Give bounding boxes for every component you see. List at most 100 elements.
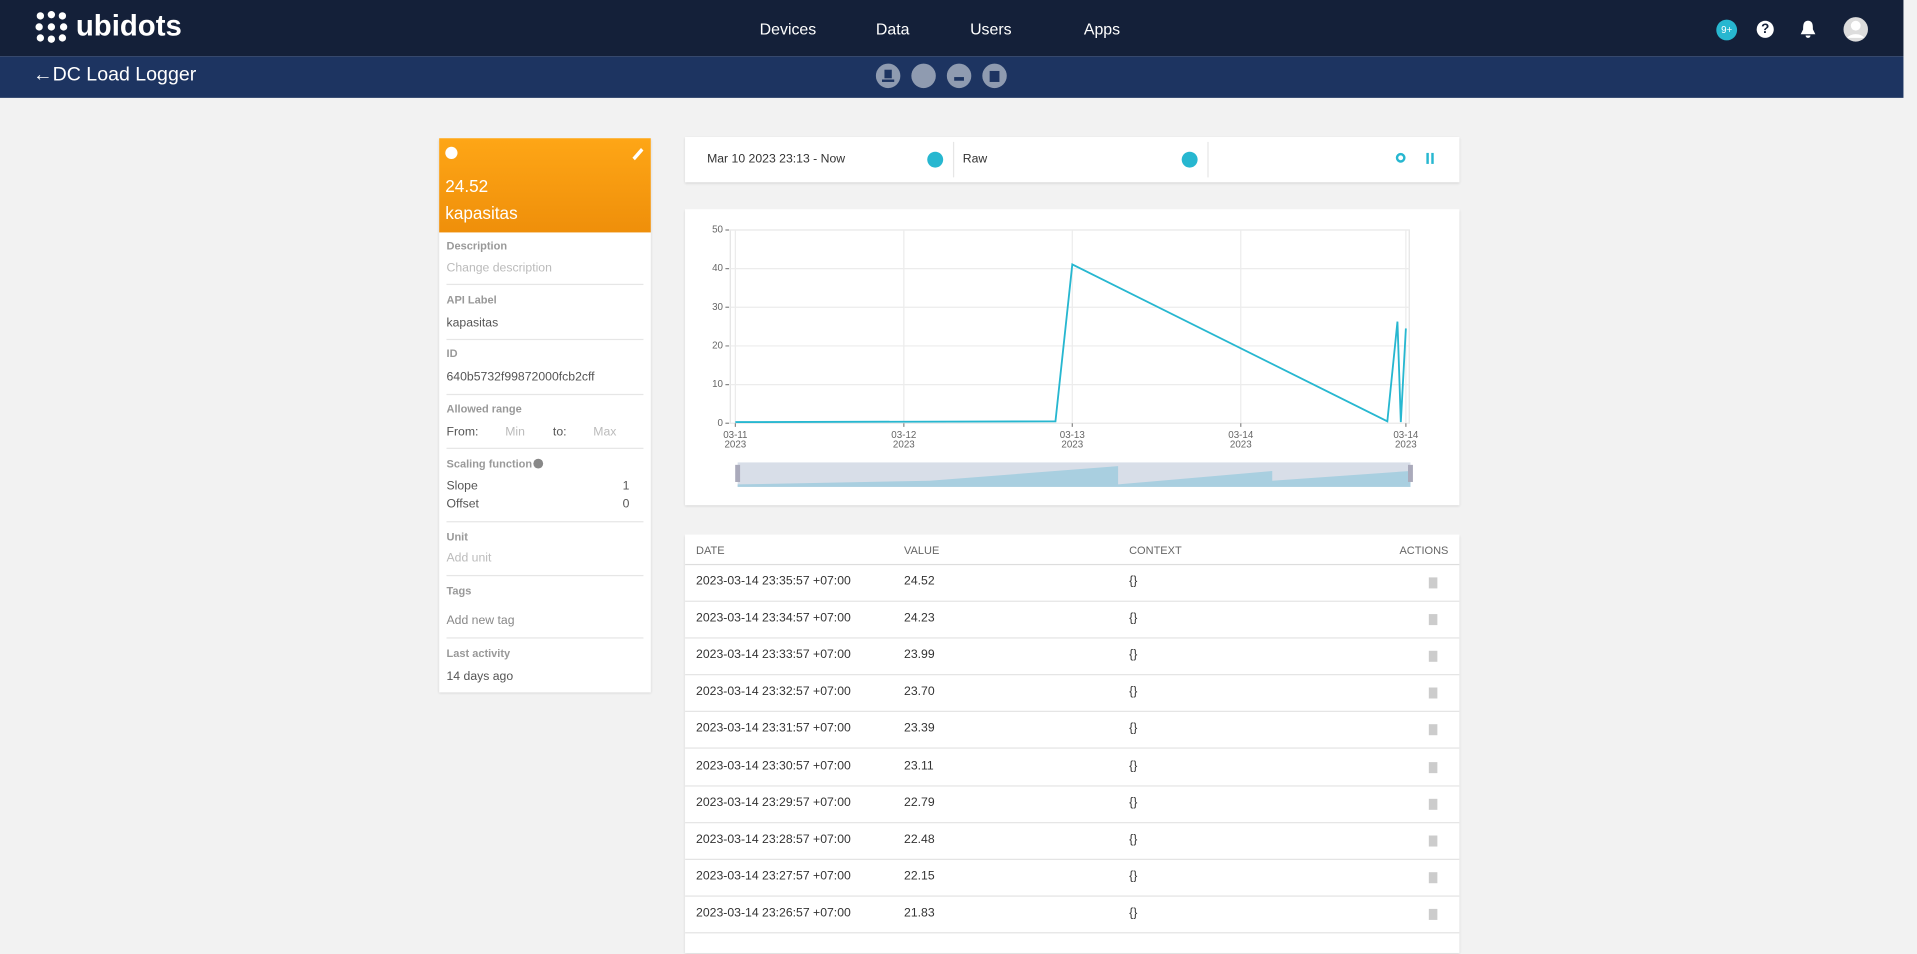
table-cell: 2023-03-14 23:35:57 +07:00	[696, 574, 851, 589]
nav-users[interactable]: Users	[970, 19, 1012, 38]
field-label: ID	[446, 347, 458, 360]
divider	[952, 141, 955, 178]
field-value[interactable]: Add new tag	[446, 614, 515, 628]
offset-value: 0	[622, 497, 630, 512]
range-slider-preview	[737, 466, 1411, 487]
info-icon[interactable]	[533, 458, 544, 469]
range-label: Allowed range	[446, 402, 522, 415]
delete-icon[interactable]	[1428, 871, 1438, 883]
pause-icon[interactable]	[1426, 152, 1434, 164]
nav-devices[interactable]: Devices	[759, 19, 817, 38]
field-label: Last activity	[446, 647, 511, 660]
row-separator	[685, 674, 1460, 676]
row-separator	[685, 821, 1460, 823]
bell-icon[interactable]	[1799, 20, 1816, 40]
y-tick-label: 0	[718, 418, 724, 429]
logo-text: ubidots	[75, 9, 182, 43]
table-cell: {}	[1129, 611, 1138, 626]
row-separator	[685, 784, 1460, 786]
table-cell: {}	[1129, 869, 1138, 883]
field-value: 640b5732f99872000fcb2cff	[446, 370, 595, 385]
field-value[interactable]: Add unit	[446, 551, 492, 566]
field-value[interactable]: Change description	[446, 261, 552, 276]
delete-icon[interactable]	[1428, 908, 1438, 920]
avatar[interactable]	[1842, 16, 1869, 43]
delete-icon[interactable]	[1428, 835, 1438, 847]
y-tick-label: 50	[712, 225, 723, 236]
x-tick-label: 03-11 2023	[723, 429, 748, 451]
delete-icon[interactable]	[1428, 798, 1438, 810]
table-cell: 23.99	[904, 648, 935, 663]
device-title: DC Load Logger	[52, 64, 197, 86]
slider-handle[interactable]	[1408, 464, 1413, 482]
field-label: Tags	[446, 584, 472, 597]
refresh-icon[interactable]	[1395, 152, 1406, 163]
table-cell: 2023-03-14 23:30:57 +07:00	[696, 759, 851, 773]
help-icon[interactable]: ?	[1756, 20, 1774, 38]
range-from: From:	[446, 425, 479, 440]
back-arrow[interactable]: ←	[33, 64, 53, 86]
delete-icon[interactable]	[1428, 687, 1438, 699]
variable-name: kapasitas	[445, 203, 518, 223]
row-separator	[685, 858, 1460, 860]
row-separator	[685, 563, 1460, 566]
table-cell: {}	[1129, 722, 1138, 736]
variable-card: 24.52 kapasitas Description Change descr…	[439, 138, 651, 693]
range-min[interactable]: Min	[505, 425, 525, 440]
nav-data[interactable]: Data	[875, 19, 910, 38]
slope-label: Slope	[446, 479, 478, 493]
dropdown-icon[interactable]	[1181, 151, 1198, 168]
table-cell: 2023-03-14 23:31:57 +07:00	[696, 722, 851, 736]
toolbar-icons[interactable]	[873, 62, 1010, 91]
delete-icon[interactable]	[1428, 614, 1438, 626]
separator	[446, 447, 644, 449]
x-tick-label: 03-14 2023	[1228, 429, 1254, 451]
y-tick-label: 10	[712, 379, 723, 390]
table-cell: {}	[1129, 906, 1138, 920]
separator	[446, 338, 644, 341]
chart: 0 10 20 30 40 50	[712, 225, 1413, 487]
row-separator	[685, 895, 1460, 897]
table-cell: 24.52	[904, 574, 935, 589]
table-header: DATE	[696, 544, 725, 557]
table-cell: 2023-03-14 23:33:57 +07:00	[696, 648, 851, 663]
delete-icon[interactable]	[1428, 651, 1438, 663]
separator	[446, 283, 644, 286]
aggregation[interactable]: Raw	[962, 152, 988, 167]
data-line	[735, 262, 1407, 424]
header-icons[interactable]	[444, 144, 646, 161]
last-value: 24.52	[445, 176, 489, 196]
delete-icon[interactable]	[1428, 761, 1438, 773]
table-cell: 2023-03-14 23:32:57 +07:00	[696, 685, 851, 699]
table-cell: 2023-03-14 23:34:57 +07:00	[696, 611, 851, 626]
delete-icon[interactable]	[1428, 724, 1438, 736]
x-tick-label: 03-14 2023	[1393, 429, 1419, 451]
field-label: Unit	[446, 530, 468, 544]
table-cell: 23.11	[904, 759, 934, 773]
table-cell: 21.83	[904, 906, 935, 920]
slope-value: 1	[622, 479, 630, 493]
nav-apps[interactable]: Apps	[1083, 19, 1121, 38]
table-cell: 2023-03-14 23:29:57 +07:00	[696, 795, 851, 810]
range-max[interactable]: Max	[593, 425, 617, 440]
row-separator	[685, 711, 1460, 713]
date-range[interactable]: Mar 10 2023 23:13 - Now	[707, 152, 846, 167]
table-cell: 23.39	[904, 722, 935, 736]
plot-frame	[729, 229, 1410, 424]
y-tick-label: 40	[712, 263, 723, 274]
scaling-label: Scaling function	[446, 457, 533, 470]
divider	[1207, 141, 1209, 178]
row-separator	[685, 932, 1460, 934]
table-header: ACTIONS	[1399, 544, 1449, 557]
table-cell: 23.70	[904, 685, 935, 699]
controls-bar: Mar 10 2023 23:13 - Now Raw	[685, 137, 1460, 183]
delete-icon[interactable]	[1428, 577, 1438, 589]
dropdown-icon[interactable]	[927, 151, 944, 168]
slider-handle[interactable]	[735, 464, 741, 482]
notification-badge[interactable]: 9+	[1716, 19, 1738, 41]
table-cell: {}	[1129, 795, 1138, 810]
y-tick-label: 20	[712, 341, 723, 352]
sub-header: ← DC Load Logger	[0, 56, 1904, 98]
